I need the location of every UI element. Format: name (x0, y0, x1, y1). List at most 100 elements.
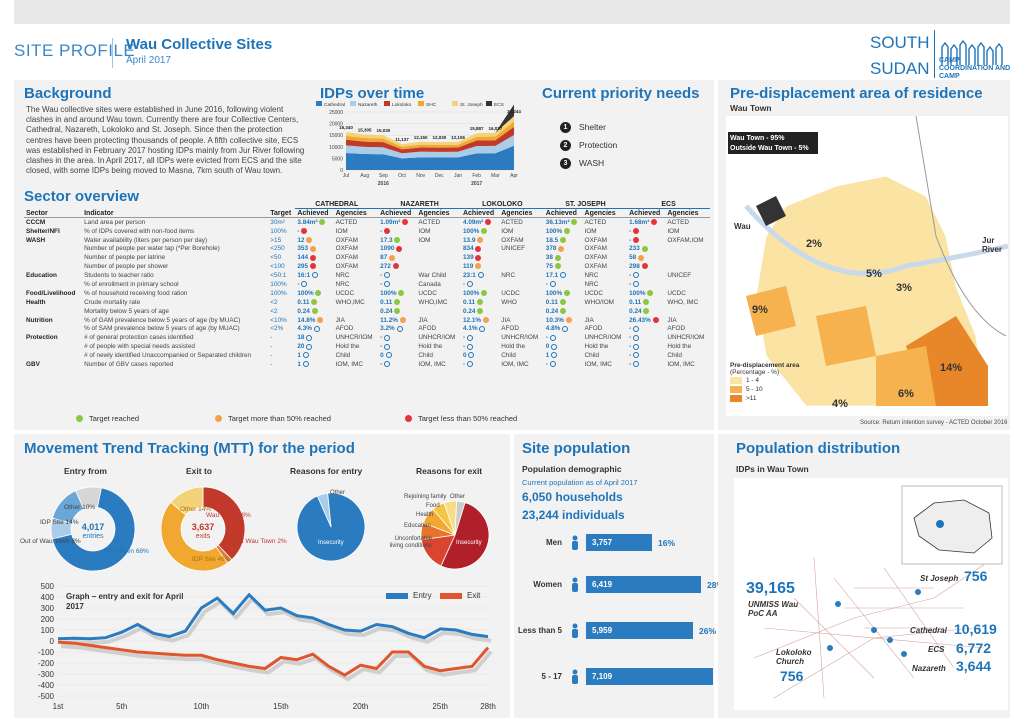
status-ring-icon (633, 334, 640, 341)
population-bar: 6,419 (586, 576, 701, 593)
achieved-value: 233 (627, 244, 665, 253)
legend-label: ECS (494, 102, 504, 108)
person-icon (570, 577, 580, 593)
priority-label: Shelter (579, 122, 606, 132)
map-legend-label: 5 - 10 (746, 386, 763, 393)
indicator: % of SAM prevalence below 5 years of age… (84, 325, 240, 333)
x-tick: Oct (398, 173, 406, 179)
table-row: Education Students to teacher ratio <50:1 1… (24, 271, 710, 280)
slice-pct: 38% (237, 512, 251, 519)
reason-label: Insecurity (318, 540, 344, 546)
achieved-value: - (627, 351, 665, 360)
status-dot-icon (317, 316, 324, 323)
data-label: 16,037 (488, 126, 502, 131)
slice-name: Out of Wau Town (226, 538, 276, 545)
sector-name: Health (26, 298, 46, 306)
sector-name (24, 324, 82, 333)
status-ring-icon (302, 352, 309, 359)
map-legend-sub: (Percentage - %) (730, 369, 780, 376)
y-tick: 20000 (329, 122, 343, 128)
population-pct: 26% (699, 626, 717, 636)
map-subheading: Wau Town (730, 103, 772, 113)
agencies: UNHCR/IOM (501, 334, 539, 342)
site-header: NAZARETH (378, 200, 461, 210)
indicator: Crude mortality rate (84, 298, 141, 306)
entry-slice-label: IDP Site 14% (40, 519, 79, 526)
agencies: IOM, IMC (667, 360, 695, 368)
achieved-value: 87 (378, 253, 416, 262)
achieved-value: - (627, 333, 665, 342)
graph-legend-exit: Exit (440, 591, 480, 600)
exit-slice-label: Wau Town 38% (206, 512, 251, 519)
slice-name: IDP Site (192, 556, 216, 563)
agencies (665, 262, 710, 271)
legend-swatch (452, 101, 458, 106)
agencies (499, 262, 544, 271)
status-ring-icon (479, 325, 486, 332)
entry-donut-chart (50, 486, 136, 572)
status-dot-icon (633, 227, 640, 234)
achieved-value: - (544, 360, 583, 369)
status-ring-icon (562, 325, 569, 332)
dist-value: 39,165 (746, 580, 795, 597)
map-pct: 9% (752, 304, 768, 316)
series-shadow (60, 595, 492, 645)
population-bar: 3,757 (586, 534, 652, 551)
achieved-value: 18.5 (544, 236, 583, 245)
status-dot-icon (642, 299, 649, 306)
table-row: Number of people per latrine <50 144 OXFAM… (24, 253, 710, 262)
achieved-value: - (627, 360, 665, 369)
agencies: IOM (584, 227, 597, 235)
achieved-value: 0.24 (461, 307, 499, 316)
area-series (346, 126, 514, 154)
sector-name (24, 262, 82, 271)
achieved-value: 38 (544, 253, 583, 262)
x-tick: 10th (194, 702, 210, 711)
achieved-value: 58 (627, 253, 665, 262)
achieved-value: 75 (544, 262, 583, 271)
mtt-title-entry: Entry from (64, 466, 107, 476)
achieved-value: 14.8% (295, 316, 333, 325)
slice-pct: 10% (82, 504, 96, 511)
data-label: 12,106 (451, 135, 465, 140)
status-dot-icon (560, 236, 567, 243)
status-dot-icon (641, 245, 648, 252)
y-tick: 0 (50, 637, 55, 646)
agencies: ACTED (584, 218, 607, 226)
indicator: Number of people per shower (84, 263, 169, 271)
agencies (499, 307, 544, 316)
achieved-value: - (627, 342, 665, 351)
sector-name: WASH (26, 236, 46, 244)
achieved-value: 0.11 (295, 298, 333, 307)
agencies: ACTED (418, 218, 441, 226)
agencies: OXFAM (584, 245, 607, 253)
sector-name (24, 307, 82, 316)
table-row: GBV Number of GBV cases reported - 1 IOM, I… (24, 360, 710, 369)
agencies (499, 280, 544, 289)
area-series (346, 121, 514, 150)
achieved-value: - (544, 280, 583, 289)
achieved-value: 0.11 (378, 298, 416, 307)
status-ring-icon (468, 352, 475, 359)
achieved-value: 1.68m² (627, 218, 665, 227)
priority-item: 2 Protection (560, 136, 617, 154)
legend-label: St. Joseph (460, 102, 483, 108)
agencies: JIA (335, 316, 345, 324)
target: 100% (270, 227, 287, 235)
dist-site: Lokoloko Church (776, 648, 812, 666)
achieved-value: 0.11 (627, 298, 665, 307)
indicator: Students to teacher ratio (84, 272, 154, 280)
target: <2 (270, 307, 278, 315)
achieved-value: 139 (461, 253, 499, 262)
y-tick: -100 (38, 648, 55, 657)
achieved-value: 144 (295, 253, 333, 262)
data-label: 12,030 (432, 135, 446, 140)
distribution-sub: IDPs in Wau Town (736, 464, 809, 474)
sector-table: CATHEDRAL NAZARETH LOKOLOKO ST. JOSEPH ECS Se… (24, 200, 710, 369)
dist-site: Cathedral (910, 626, 947, 635)
map-legend: Pre-displacement area (Percentage - %) 1… (730, 362, 799, 403)
target: 100% (270, 289, 287, 297)
status-dot-icon (315, 290, 322, 297)
map-legend-item: >11 (730, 394, 799, 403)
achieved-value: - (461, 342, 499, 351)
